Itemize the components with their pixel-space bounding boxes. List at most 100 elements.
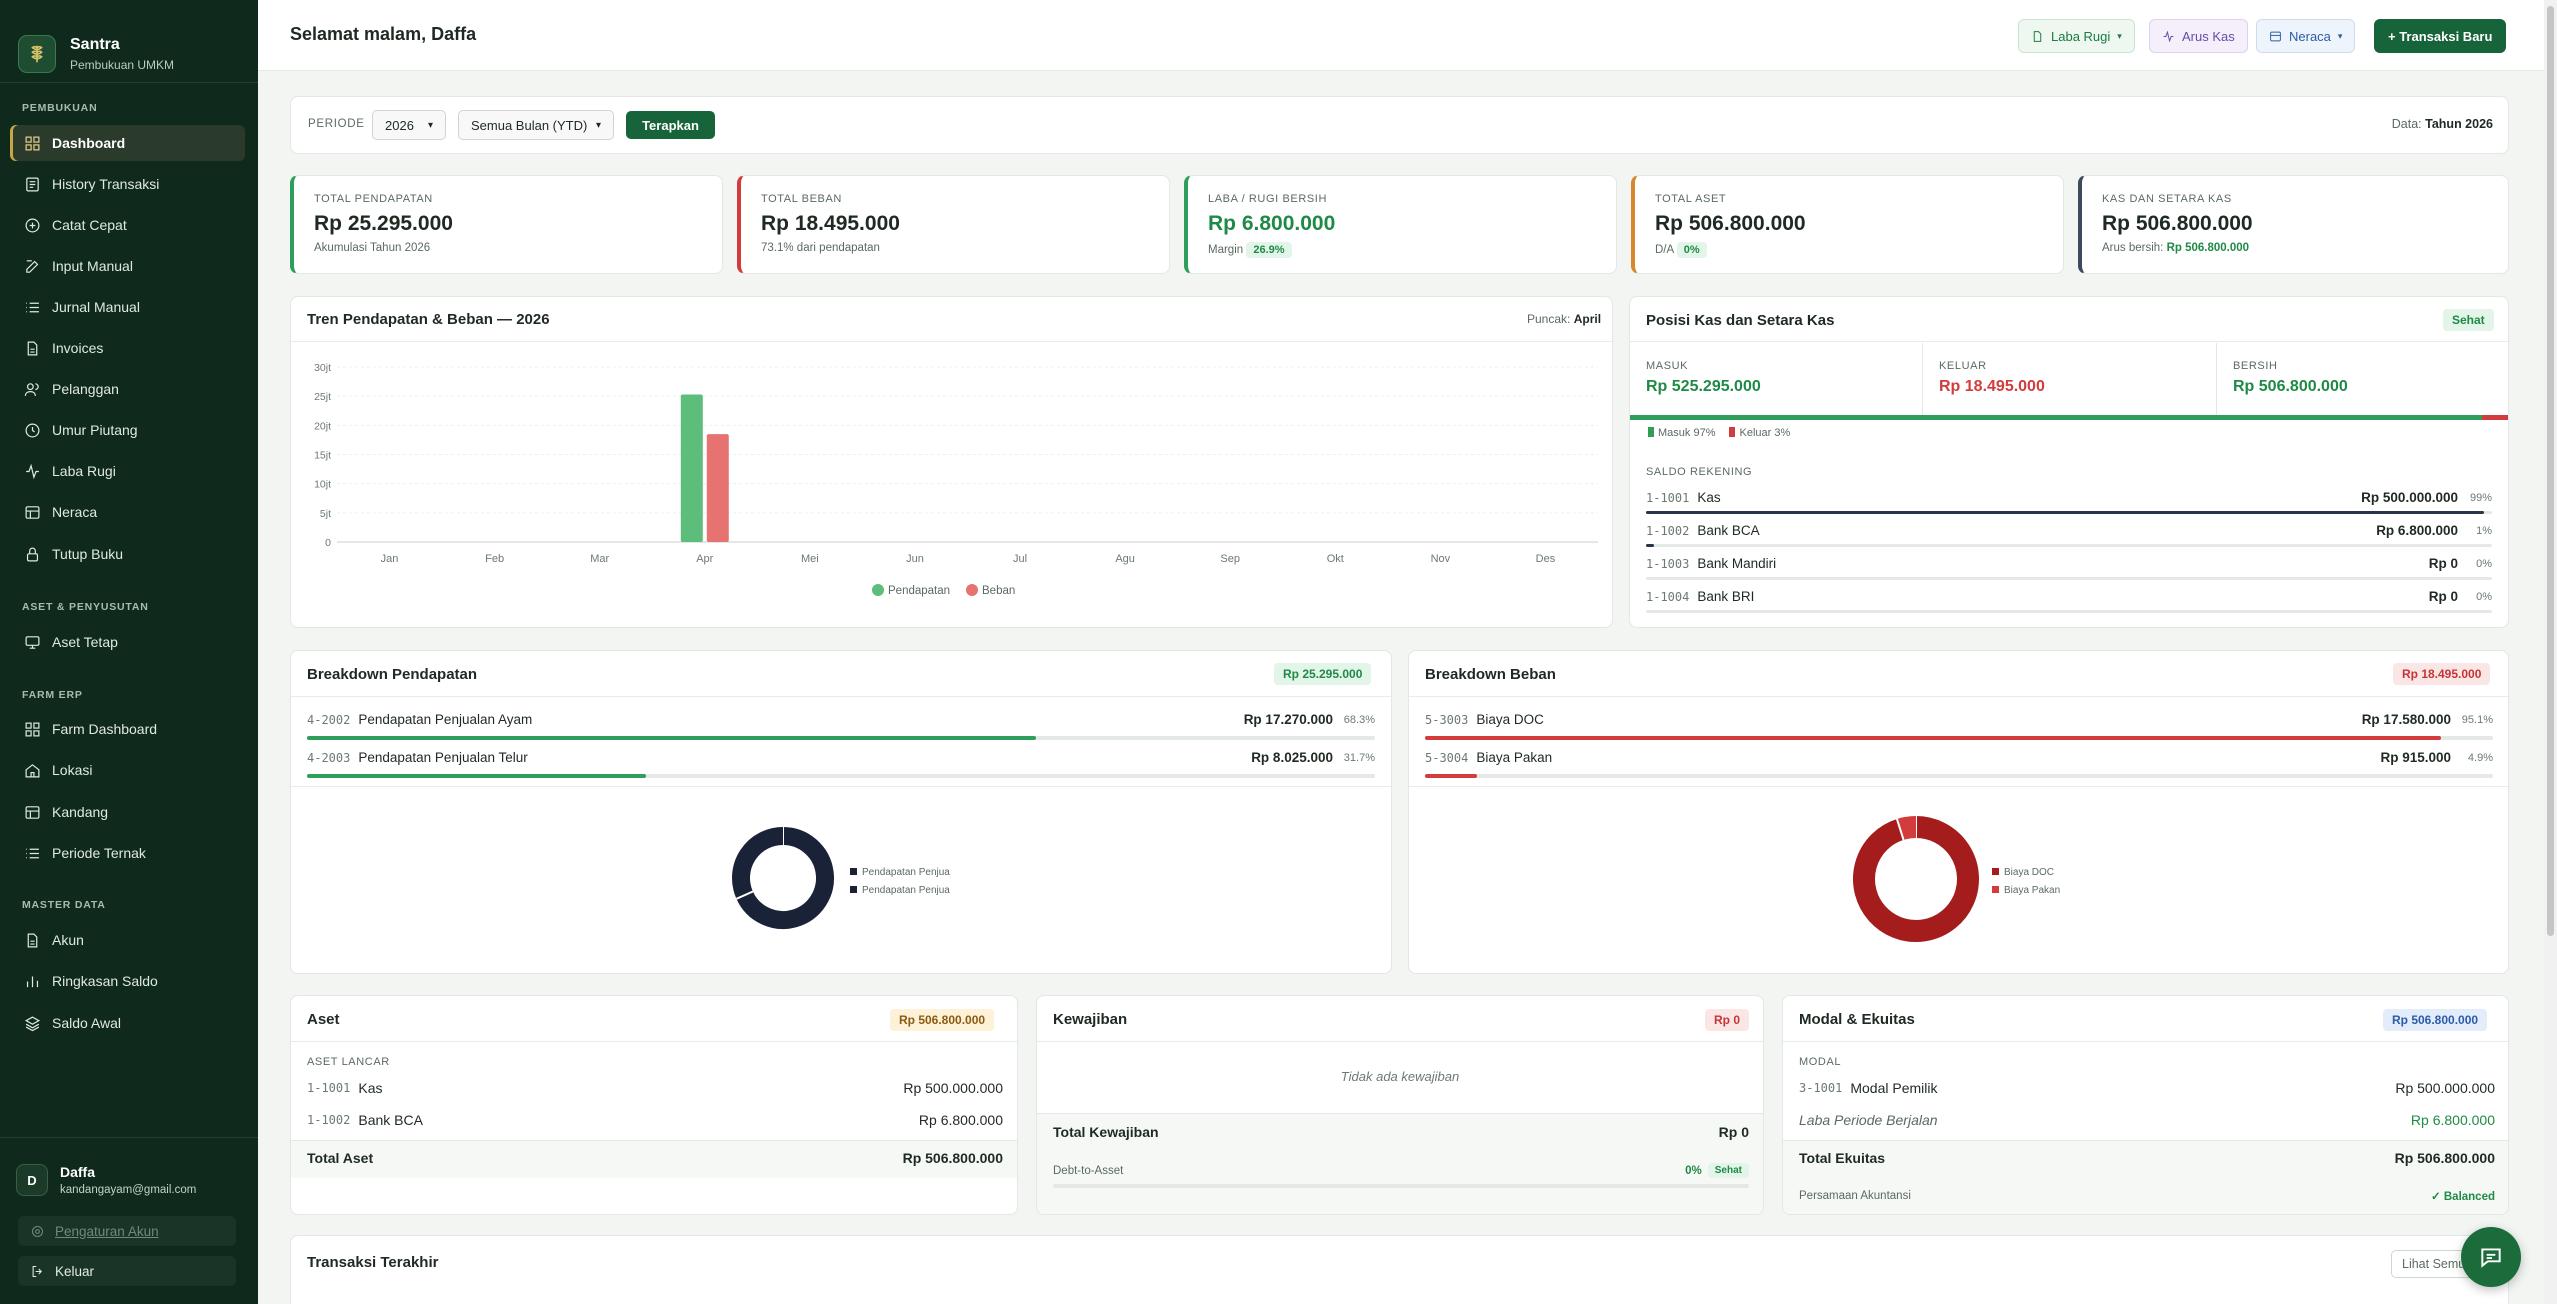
chevron-down-icon: ▾: [427, 119, 433, 131]
account-name: Biaya Pakan: [1476, 750, 1553, 765]
kpi-total-aset: TOTAL ASET Rp 506.800.000 D/A 0%: [1631, 175, 2064, 274]
avatar: D: [16, 1164, 48, 1196]
sidebar-item-pelanggan[interactable]: Pelanggan: [10, 371, 245, 407]
sidebar-item-periode-ternak[interactable]: Periode Ternak: [10, 835, 245, 871]
legend-label: Beban: [982, 585, 1015, 597]
account-pct: 4.9%: [2467, 751, 2493, 764]
aset-total: Total Aset Rp 506.800.000: [307, 1150, 1003, 1166]
year-select[interactable]: 2026 ▾: [372, 110, 446, 140]
legend-label: Pendapatan Penjua: [862, 885, 950, 896]
y-tick-label: 10jt: [314, 479, 331, 491]
cash-flow-bar: [1630, 415, 2508, 420]
kpi-sub: Arus bersih: Rp 506.800.000: [2102, 242, 2508, 254]
sidebar-item-saldo-awal[interactable]: Saldo Awal: [10, 1005, 245, 1041]
breakdown-bar-fill: [307, 774, 646, 778]
sidebar-item-input-manual[interactable]: Input Manual: [10, 248, 245, 284]
persamaan-label: Persamaan Akuntansi: [1799, 1190, 1911, 1202]
new-transaction-button[interactable]: + Transaksi Baru: [2374, 19, 2507, 53]
persamaan-akuntansi: Persamaan Akuntansi ✓ Balanced: [1799, 1189, 2495, 1203]
peak-value: April: [1573, 312, 1602, 326]
sidebar-item-label: Ringkasan Saldo: [52, 973, 158, 989]
neraca-label: Neraca: [2289, 28, 2331, 44]
sidebar-item-label: Saldo Awal: [52, 1015, 122, 1031]
kpi-value: Rp 506.800.000: [2102, 212, 2253, 235]
month-select[interactable]: Semua Bulan (YTD) ▾: [458, 110, 614, 140]
breakdown-row: 5-3003 Biaya DOC Rp 17.580.000 95.1%: [1425, 712, 2493, 727]
account-code: 4-2002: [307, 712, 351, 727]
arus-kas-button[interactable]: Arus Kas: [2149, 19, 2248, 53]
exp-breakdown-title: Breakdown Beban: [1425, 666, 1556, 683]
account-value: Rp 17.270.000: [1243, 712, 1333, 727]
ekuitas-title: Modal & Ekuitas: [1799, 1011, 1915, 1028]
sidebar-item-akun[interactable]: Akun: [10, 922, 245, 958]
cash-keluar: KELUAR Rp 18.495.000: [1939, 360, 2045, 396]
chat-button[interactable]: [2461, 1227, 2521, 1287]
breakdown-bar: [1425, 736, 2493, 740]
scrollbar-thumb[interactable]: [2547, 6, 2554, 936]
sidebar-item-lokasi[interactable]: Lokasi: [10, 752, 245, 788]
empty-state: Tidak ada kewajiban: [1340, 1069, 1460, 1084]
y-tick-label: 30jt: [314, 362, 331, 374]
sidebar-item-kandang[interactable]: Kandang: [10, 794, 245, 830]
sidebar-item-catat-cepat[interactable]: Catat Cepat: [10, 207, 245, 243]
sidebar-item-neraca[interactable]: Neraca: [10, 494, 245, 530]
sidebar-item-history[interactable]: History Transaksi: [10, 166, 245, 202]
logo-icon: [18, 35, 56, 73]
divider: [1922, 343, 1923, 415]
bar-pendapatan[interactable]: [680, 394, 703, 542]
exp-donut-chart: [1853, 816, 1979, 942]
sidebar-item-label: Neraca: [52, 504, 98, 520]
keluar-value: Rp 18.495.000: [1939, 378, 2045, 395]
section-master-data: MASTER DATA: [22, 899, 106, 911]
sidebar-item-invoices[interactable]: Invoices: [10, 330, 245, 366]
total-value: Rp 506.800.000: [2394, 1150, 2495, 1166]
sidebar-item-label: History Transaksi: [52, 176, 160, 192]
sidebar-item-laba-rugi[interactable]: Laba Rugi: [10, 453, 245, 489]
breakdown-bar: [307, 774, 1375, 778]
apply-button[interactable]: Terapkan: [626, 111, 715, 139]
account-bar-fill: [1646, 511, 2484, 514]
masuk-label: MASUK: [1646, 360, 1689, 372]
file-icon: [27, 341, 38, 355]
layers-icon: [24, 1015, 41, 1031]
settings-button[interactable]: Pengaturan Akun: [18, 1216, 236, 1246]
sidebar-item-ringkasan-saldo[interactable]: Ringkasan Saldo: [10, 963, 245, 999]
breakdown-bar: [1425, 774, 2493, 778]
kpi-kas: KAS DAN SETARA KAS Rp 506.800.000 Arus b…: [2078, 175, 2509, 274]
x-tick-label: Mei: [801, 553, 819, 565]
sidebar-item-label: Laba Rugi: [52, 463, 116, 479]
sidebar-item-label: Farm Dashboard: [52, 721, 158, 737]
user-profile[interactable]: D Daffa kandangayam@gmail.com: [10, 1152, 248, 1208]
divider: [291, 786, 1391, 787]
y-tick-label: 0: [325, 537, 331, 549]
sidebar-item-farm-dashboard[interactable]: Farm Dashboard: [10, 711, 245, 747]
account-value: Rp 6.800.000: [2376, 523, 2458, 538]
settings-label: Pengaturan Akun: [55, 1223, 159, 1239]
account-name: Pendapatan Penjualan Ayam: [358, 712, 533, 727]
bar-chart-icon: [26, 976, 39, 987]
sidebar-item-tutup-buku[interactable]: Tutup Buku: [10, 536, 245, 572]
scrollbar[interactable]: [2544, 0, 2557, 1304]
grid-icon: [25, 722, 40, 736]
account-pct: 1%: [2476, 524, 2492, 537]
x-tick-label: Mar: [590, 553, 609, 565]
neraca-button[interactable]: Neraca ▾: [2256, 19, 2356, 53]
account-code: 4-2003: [307, 750, 351, 765]
breakdown-bar-fill: [1425, 736, 2441, 740]
account-value: Rp 0: [2428, 556, 2458, 571]
kpi-label: TOTAL BEBAN: [761, 193, 842, 205]
divider: [1037, 1041, 1763, 1042]
sidebar-item-dashboard[interactable]: Dashboard: [10, 125, 245, 161]
sidebar-item-jurnal-manual[interactable]: Jurnal Manual: [10, 289, 245, 325]
app-subtitle: Pembukuan UMKM: [70, 58, 175, 72]
sidebar-item-label: Invoices: [52, 340, 104, 356]
bar-beban[interactable]: [706, 434, 729, 542]
kpi-value: Rp 18.495.000: [761, 212, 900, 235]
brand[interactable]: Santra Pembukuan UMKM: [0, 0, 258, 82]
sidebar-item-aset-tetap[interactable]: Aset Tetap: [10, 624, 245, 660]
laba-rugi-button[interactable]: Laba Rugi ▾: [2018, 19, 2135, 53]
sidebar-item-umur-piutang[interactable]: Umur Piutang: [10, 412, 245, 448]
period-filter: [290, 96, 2509, 154]
logout-button[interactable]: Keluar: [18, 1256, 236, 1286]
activity-icon: [2163, 30, 2174, 42]
